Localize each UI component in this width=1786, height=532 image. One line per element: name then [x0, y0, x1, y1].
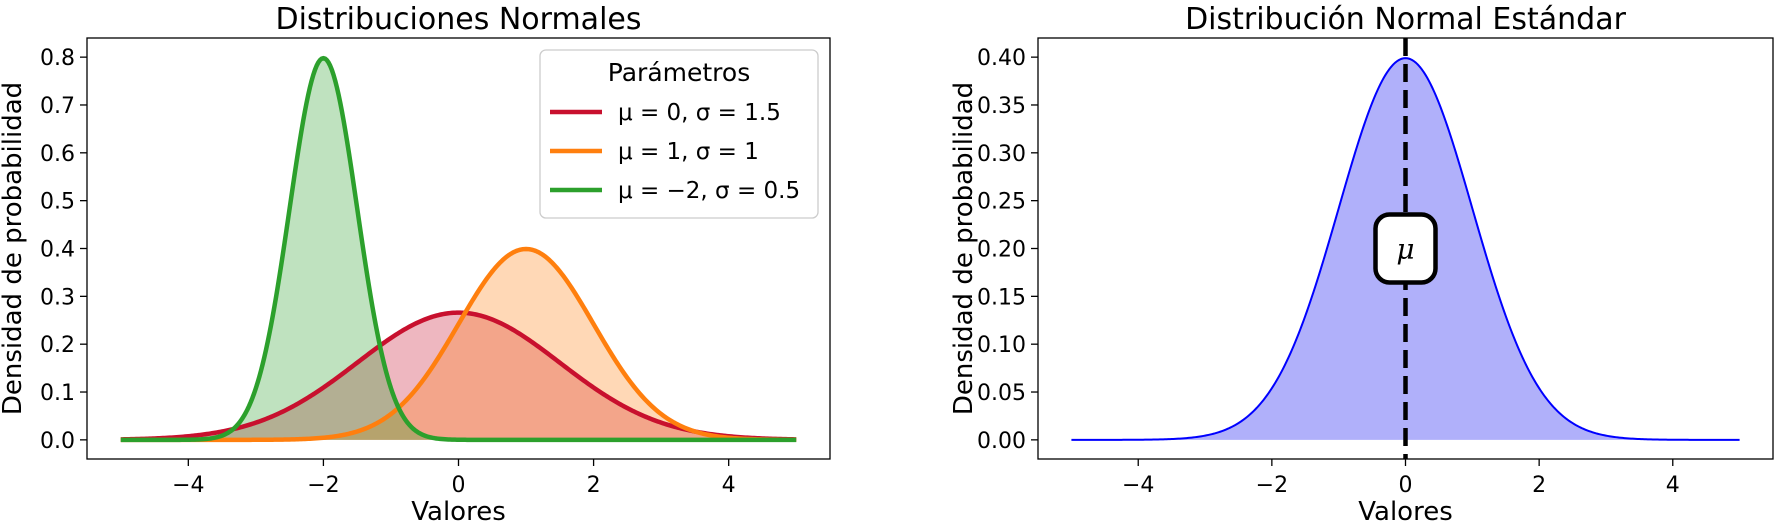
x-tick-label: −4 — [172, 473, 204, 498]
chart-title: Distribución Normal Estándar — [1185, 2, 1627, 37]
y-tick-label: 0.40 — [977, 46, 1026, 71]
y-tick-label: 0.35 — [977, 94, 1026, 119]
legend: Parámetros μ = 0, σ = 1.5 μ = 1, σ = 1 μ = … — [539, 49, 819, 219]
annotation-box — [1373, 212, 1438, 285]
x-tick-label: −4 — [1122, 473, 1154, 498]
y-tick-label: 0.05 — [977, 381, 1026, 406]
chart-panel-2: μ −4 −2 0 2 4 0.00 0.05 0.10 0.15 0.20 0.25 0.30 0.35… — [949, 2, 1774, 527]
legend-box — [539, 49, 819, 219]
legend-title: Parámetros — [608, 58, 750, 87]
y-tick-label: 0.20 — [977, 238, 1026, 263]
x-axis-label: Valores — [411, 497, 506, 527]
y-tick-label: 0.3 — [40, 285, 75, 310]
x-tick-label: 0 — [1399, 473, 1413, 498]
y-tick-label: 0.1 — [40, 381, 75, 406]
y-tick-label: 0.7 — [40, 94, 75, 119]
y-tick-label: 0.6 — [40, 142, 75, 167]
legend-label-2: μ = 1, σ = 1 — [618, 139, 759, 165]
series-area-1 — [120, 312, 797, 440]
chart-title: Distribuciones Normales — [275, 2, 641, 37]
y-tick-label: 0.5 — [40, 190, 75, 215]
x-tick-label: 2 — [1532, 473, 1546, 498]
x-axis-label: Valores — [1358, 497, 1453, 527]
series-line-3 — [120, 55, 797, 443]
chart-panel-1: −4 −2 0 2 4 0.0 0.1 0.2 0.3 0.4 0.5 0.6 0.7 0.8 Distri… — [0, 2, 831, 527]
legend-label-3: μ = −2, σ = 0.5 — [618, 178, 800, 204]
x-tick-label: −2 — [1256, 473, 1288, 498]
x-tick-label: −2 — [307, 473, 339, 498]
y-tick-label: 0.30 — [977, 142, 1026, 167]
series-area-3 — [120, 58, 797, 440]
series-line-1 — [1071, 57, 1740, 441]
y-tick-label: 0.10 — [977, 333, 1026, 358]
y-tick-label: 0.25 — [977, 190, 1026, 215]
y-tick-label: 0.0 — [40, 429, 75, 454]
y-tick-label: 0.4 — [40, 238, 75, 263]
y-axis-label: Densidad de probabilidad — [0, 82, 28, 415]
y-tick-label: 0.8 — [40, 46, 75, 71]
x-tick-label: 2 — [587, 473, 601, 498]
y-tick-label: 0.15 — [977, 285, 1026, 310]
y-tick-label: 0.00 — [977, 429, 1026, 454]
y-axis-label: Densidad de probabilidad — [949, 82, 979, 415]
series-area-2 — [120, 249, 797, 440]
x-tick-label: 4 — [1666, 473, 1680, 498]
series-line-2 — [120, 246, 797, 443]
x-tick-label: 4 — [722, 473, 736, 498]
y-tick-label: 0.2 — [40, 333, 75, 358]
annotation-mu-label: μ — [1396, 233, 1414, 266]
legend-label-1: μ = 0, σ = 1.5 — [618, 100, 781, 126]
x-tick-label: 0 — [452, 473, 466, 498]
